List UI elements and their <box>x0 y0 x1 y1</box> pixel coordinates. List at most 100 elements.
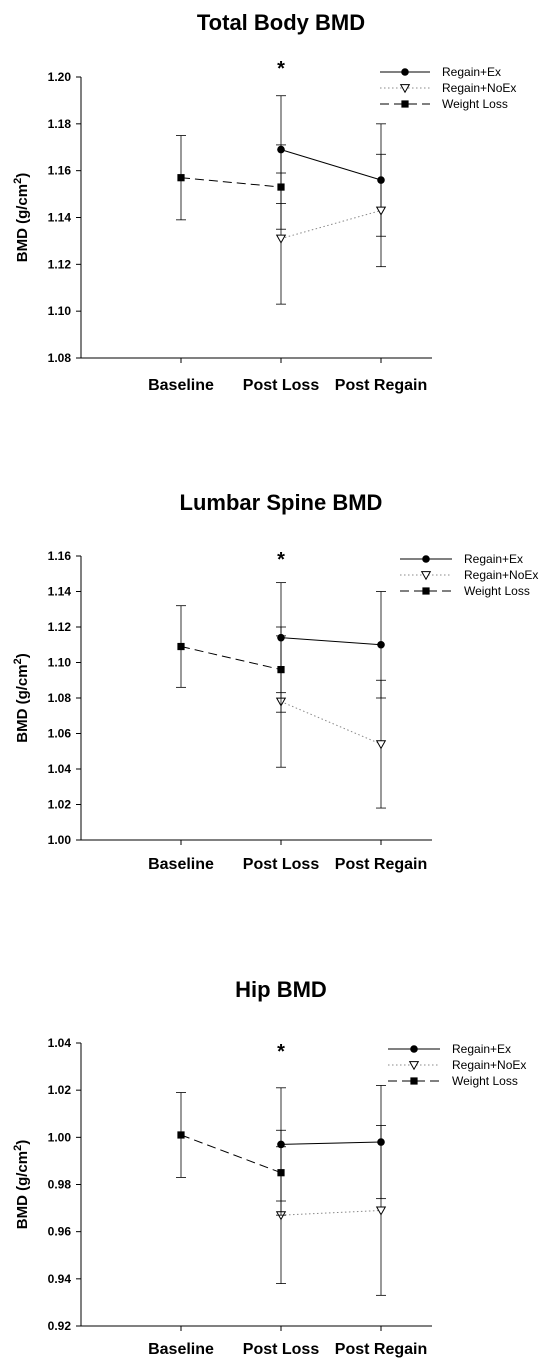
y-axis-label-superscript: 2 <box>12 1145 24 1151</box>
y-tick-label: 1.12 <box>48 257 72 271</box>
legend-marker <box>401 100 409 108</box>
legend-label: Regain+Ex <box>442 65 501 79</box>
x-category-label: Baseline <box>148 856 214 873</box>
legend-label: Regain+Ex <box>452 1042 511 1056</box>
series-weight-loss <box>176 1092 286 1216</box>
series-regain-noex <box>275 153 387 305</box>
x-category-label: Post Loss <box>243 856 320 873</box>
data-point <box>277 666 285 674</box>
legend-marker <box>408 1061 420 1071</box>
y-tick-label: 1.00 <box>48 1130 72 1144</box>
series-line <box>280 209 382 240</box>
series-regain-noex <box>275 1125 387 1296</box>
data-point <box>375 740 387 750</box>
data-point <box>277 1169 285 1177</box>
y-axis-label: BMD (g/cm2) <box>12 653 31 742</box>
y-axis-label-close: ) <box>14 173 31 178</box>
series-line <box>280 1209 382 1216</box>
series-line <box>180 646 282 671</box>
chart-panel-1: Total Body BMD BMD (g/cm2) 1.08 1.10 1.12 1.1… <box>12 10 516 394</box>
data-point <box>177 174 185 182</box>
y-tick-label: 0.96 <box>48 1225 72 1239</box>
y-tick-label: 0.94 <box>48 1272 72 1286</box>
legend-marker <box>410 1077 418 1085</box>
y-tick-label: 0.98 <box>48 1178 72 1192</box>
legend-marker <box>399 84 411 94</box>
y-tick-label: 1.06 <box>48 727 72 741</box>
legend-label: Weight Loss <box>452 1074 518 1088</box>
x-category-label: Post Regain <box>335 856 427 873</box>
x-category-label: Post Regain <box>335 377 427 394</box>
series-line <box>180 1134 282 1174</box>
series-line <box>280 701 382 745</box>
y-tick-label: 0.92 <box>48 1319 72 1333</box>
y-axis-label-close: ) <box>14 653 31 658</box>
series-line <box>280 1141 382 1145</box>
legend-marker <box>401 68 409 76</box>
significance-asterisk: * <box>277 58 285 80</box>
y-tick-label: 1.10 <box>48 656 72 670</box>
y-tick-label: 1.08 <box>48 351 72 365</box>
data-point <box>277 183 285 191</box>
significance-asterisk: * <box>277 549 285 571</box>
series-regain-ex <box>276 582 386 699</box>
y-axis-label-superscript: 2 <box>12 658 24 664</box>
series-line <box>280 637 382 646</box>
y-axis-label: BMD (g/cm2) <box>12 1140 31 1229</box>
legend-label: Weight Loss <box>442 97 508 111</box>
series-regain-ex <box>276 95 386 237</box>
x-category-label: Baseline <box>148 1341 214 1358</box>
data-point <box>177 642 185 651</box>
y-tick-label: 1.14 <box>48 211 72 225</box>
y-tick-label: 1.20 <box>48 70 72 84</box>
chart-title: Hip BMD <box>235 977 327 1002</box>
chart-title: Total Body BMD <box>197 10 365 35</box>
y-axis-label-superscript: 2 <box>12 178 24 184</box>
series-regain-ex <box>276 1085 386 1202</box>
legend-label: Weight Loss <box>464 584 530 598</box>
y-axis-label-text: BMD (g/cm <box>14 184 31 262</box>
x-category-label: Post Loss <box>243 377 320 394</box>
y-tick-label: 1.02 <box>48 798 72 812</box>
y-tick-label: 1.04 <box>48 1036 72 1050</box>
data-point <box>375 1206 387 1216</box>
y-tick-label: 1.10 <box>48 304 72 318</box>
data-point <box>375 206 387 216</box>
y-tick-label: 1.16 <box>48 549 72 563</box>
legend-label: Regain+NoEx <box>464 568 538 582</box>
chart-panel-2: Lumbar Spine BMD BMD (g/cm2) 1.00 1.02 1.04 1… <box>12 490 538 873</box>
y-tick-label: 1.08 <box>48 691 72 705</box>
chart-panel-3: Hip BMD BMD (g/cm2) 0.92 0.94 0.96 0.98 1.00 1.… <box>12 977 526 1358</box>
legend: Regain+Ex Regain+NoEx Weight Loss <box>388 1042 526 1088</box>
y-tick-label: 1.14 <box>48 585 72 599</box>
chart-title: Lumbar Spine BMD <box>180 490 383 515</box>
series-line <box>180 177 282 188</box>
legend-label: Regain+NoEx <box>442 81 516 95</box>
data-point <box>275 234 287 244</box>
y-tick-label: 1.02 <box>48 1083 72 1097</box>
y-tick-label: 1.04 <box>48 762 72 776</box>
legend: Regain+Ex Regain+NoEx Weight Loss <box>380 65 516 111</box>
y-axis-label-text: BMD (g/cm <box>14 664 31 742</box>
legend-label: Regain+Ex <box>464 552 523 566</box>
series-weight-loss <box>176 605 286 713</box>
legend: Regain+Ex Regain+NoEx Weight Loss <box>400 552 538 598</box>
significance-asterisk: * <box>277 1041 285 1063</box>
x-category-label: Post Regain <box>335 1341 427 1358</box>
y-tick-label: 1.00 <box>48 833 72 847</box>
y-axis-label-close: ) <box>14 1140 31 1145</box>
legend-marker <box>410 1045 418 1053</box>
x-category-label: Baseline <box>148 377 214 394</box>
data-point <box>377 640 385 649</box>
legend-label: Regain+NoEx <box>452 1058 526 1072</box>
legend-marker <box>422 587 430 595</box>
series-line <box>280 149 382 181</box>
series-weight-loss <box>176 135 286 230</box>
data-point <box>177 1131 185 1139</box>
y-axis-label: BMD (g/cm2) <box>12 173 31 262</box>
y-tick-label: 1.12 <box>48 620 72 634</box>
y-tick-label: 1.18 <box>48 117 72 131</box>
series-regain-noex <box>275 635 387 809</box>
legend-marker <box>420 571 432 581</box>
